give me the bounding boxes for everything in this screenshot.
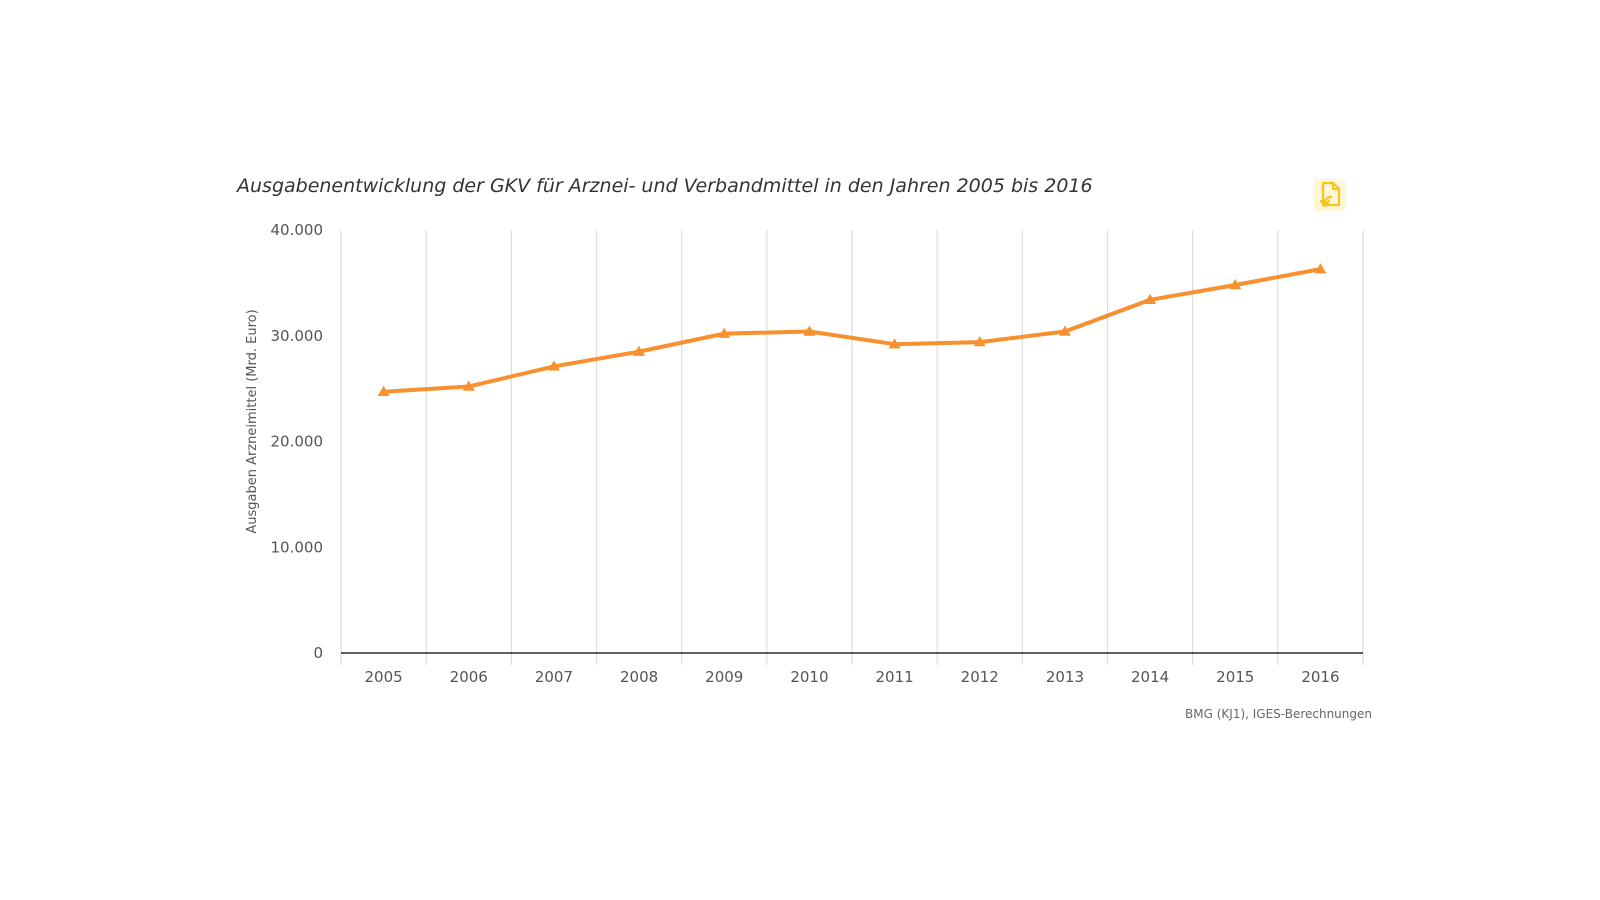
- x-tick-label: 2010: [790, 668, 828, 686]
- data-point[interactable]: [633, 345, 646, 356]
- export-document-icon: [1314, 179, 1346, 211]
- y-axis: 0 10.000 20.000 30.000 40.000: [271, 221, 324, 662]
- data-point[interactable]: [888, 338, 901, 349]
- x-axis-labels: 2005 2006 2007 2008 2009 2010 2011 2012 2013 2014…: [364, 668, 1339, 686]
- chart-title: Ausgabenentwicklung der GKV für Arznei- …: [237, 175, 1093, 197]
- series: [377, 263, 1327, 396]
- data-point[interactable]: [377, 385, 390, 396]
- data-point[interactable]: [1058, 325, 1071, 336]
- y-tick-label: 40.000: [271, 221, 324, 239]
- x-tick-label: 2011: [875, 668, 913, 686]
- x-tick-label: 2008: [620, 668, 658, 686]
- data-point[interactable]: [1314, 263, 1327, 274]
- y-tick-label: 20.000: [271, 433, 324, 451]
- x-tick-label: 2007: [535, 668, 573, 686]
- y-tick-label: 0: [313, 644, 323, 662]
- grid: [340, 230, 1364, 665]
- x-tick-label: 2014: [1131, 668, 1169, 686]
- y-tick-label: 10.000: [271, 538, 324, 556]
- data-point[interactable]: [547, 360, 560, 371]
- series-line: [381, 267, 1323, 394]
- source-note: BMG (KJ1), IGES-Berechnungen: [1185, 707, 1372, 721]
- data-point[interactable]: [462, 380, 475, 391]
- data-point[interactable]: [973, 336, 986, 347]
- x-tick-label: 2015: [1216, 668, 1254, 686]
- data-point[interactable]: [1229, 278, 1242, 290]
- y-axis-title: Ausgaben Arzneimittel (Mrd. Euro): [245, 309, 260, 533]
- data-point[interactable]: [1144, 293, 1157, 304]
- data-point[interactable]: [718, 327, 731, 338]
- x-tick-label: 2009: [705, 668, 743, 686]
- x-tick-label: 2012: [961, 668, 999, 686]
- x-tick-label: 2005: [364, 668, 402, 686]
- x-tick-label: 2013: [1046, 668, 1084, 686]
- x-tick-label: 2016: [1301, 668, 1339, 686]
- x-tick-label: 2006: [450, 668, 488, 686]
- data-point[interactable]: [803, 325, 816, 336]
- y-tick-label: 30.000: [271, 327, 324, 345]
- export-button[interactable]: [1313, 178, 1347, 212]
